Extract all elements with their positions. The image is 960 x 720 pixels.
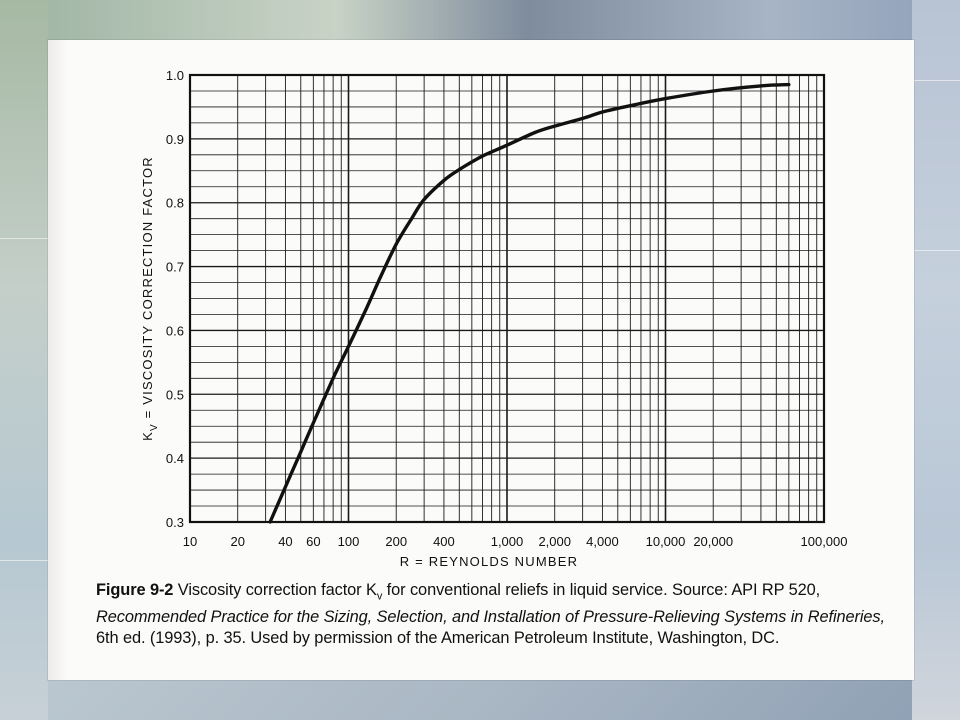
chart-grid <box>189 74 824 523</box>
y-tick-label: 0.4 <box>166 451 184 466</box>
x-tick-label: 1,000 <box>491 534 524 549</box>
x-tick-label: 60 <box>306 534 320 549</box>
caption-subscript: v <box>376 590 383 603</box>
x-tick-label: 100 <box>338 534 360 549</box>
slide-background-right <box>912 0 960 720</box>
x-tick-label: 10,000 <box>646 534 686 549</box>
x-tick-label: 10 <box>183 534 197 549</box>
y-tick-label: 0.3 <box>166 515 184 530</box>
plot-frame <box>188 73 826 524</box>
x-tick-label: 400 <box>433 534 455 549</box>
slide-decor-line <box>0 560 48 561</box>
caption-source-title: Recommended Practice for the Sizing, Sel… <box>96 608 885 627</box>
y-tick-label: 0.8 <box>166 196 184 211</box>
y-tick-label: 1.0 <box>166 68 184 83</box>
page-shadow <box>48 40 68 680</box>
caption-text: 6th ed. (1993), p. 35. Used by permissio… <box>96 629 780 648</box>
x-axis-label: R = REYNOLDS NUMBER <box>400 554 578 569</box>
slide-decor-line <box>912 80 960 81</box>
y-tick-label: 0.9 <box>166 132 184 147</box>
x-tick-label: 20,000 <box>693 534 733 549</box>
figure-label: Figure 9-2 <box>96 581 174 599</box>
x-tick-label: 40 <box>278 534 292 549</box>
y-tick-label: 0.7 <box>166 260 184 275</box>
y-tick-label: 0.6 <box>166 323 184 338</box>
y-tick-label: 0.5 <box>166 387 184 402</box>
x-tick-label: 200 <box>385 534 407 549</box>
figure-caption: Figure 9-2 Viscosity correction factor K… <box>96 580 906 649</box>
scanned-figure-page <box>48 40 914 680</box>
y-tick-labels: 0.3 0.4 0.5 0.6 0.7 0.8 0.9 1.0 <box>166 68 184 530</box>
slide-decor-line <box>912 250 960 251</box>
x-tick-label: 2,000 <box>538 534 571 549</box>
x-tick-label: 20 <box>230 534 244 549</box>
x-tick-label: 100,000 <box>801 534 848 549</box>
slide-decor-line <box>0 238 48 239</box>
x-tick-label: 4,000 <box>586 534 619 549</box>
y-axis-label: KV = VISCOSITY CORRECTION FACTOR <box>140 156 160 441</box>
series-line <box>268 82 791 524</box>
caption-text: for conventional reliefs in liquid servi… <box>382 581 821 599</box>
x-tick-labels: 10 20 40 60 100 200 400 1,000 2,000 4,000 10,000 20… <box>183 534 848 549</box>
slide-background-left <box>0 0 48 720</box>
caption-text: Viscosity correction factor K <box>173 581 377 599</box>
